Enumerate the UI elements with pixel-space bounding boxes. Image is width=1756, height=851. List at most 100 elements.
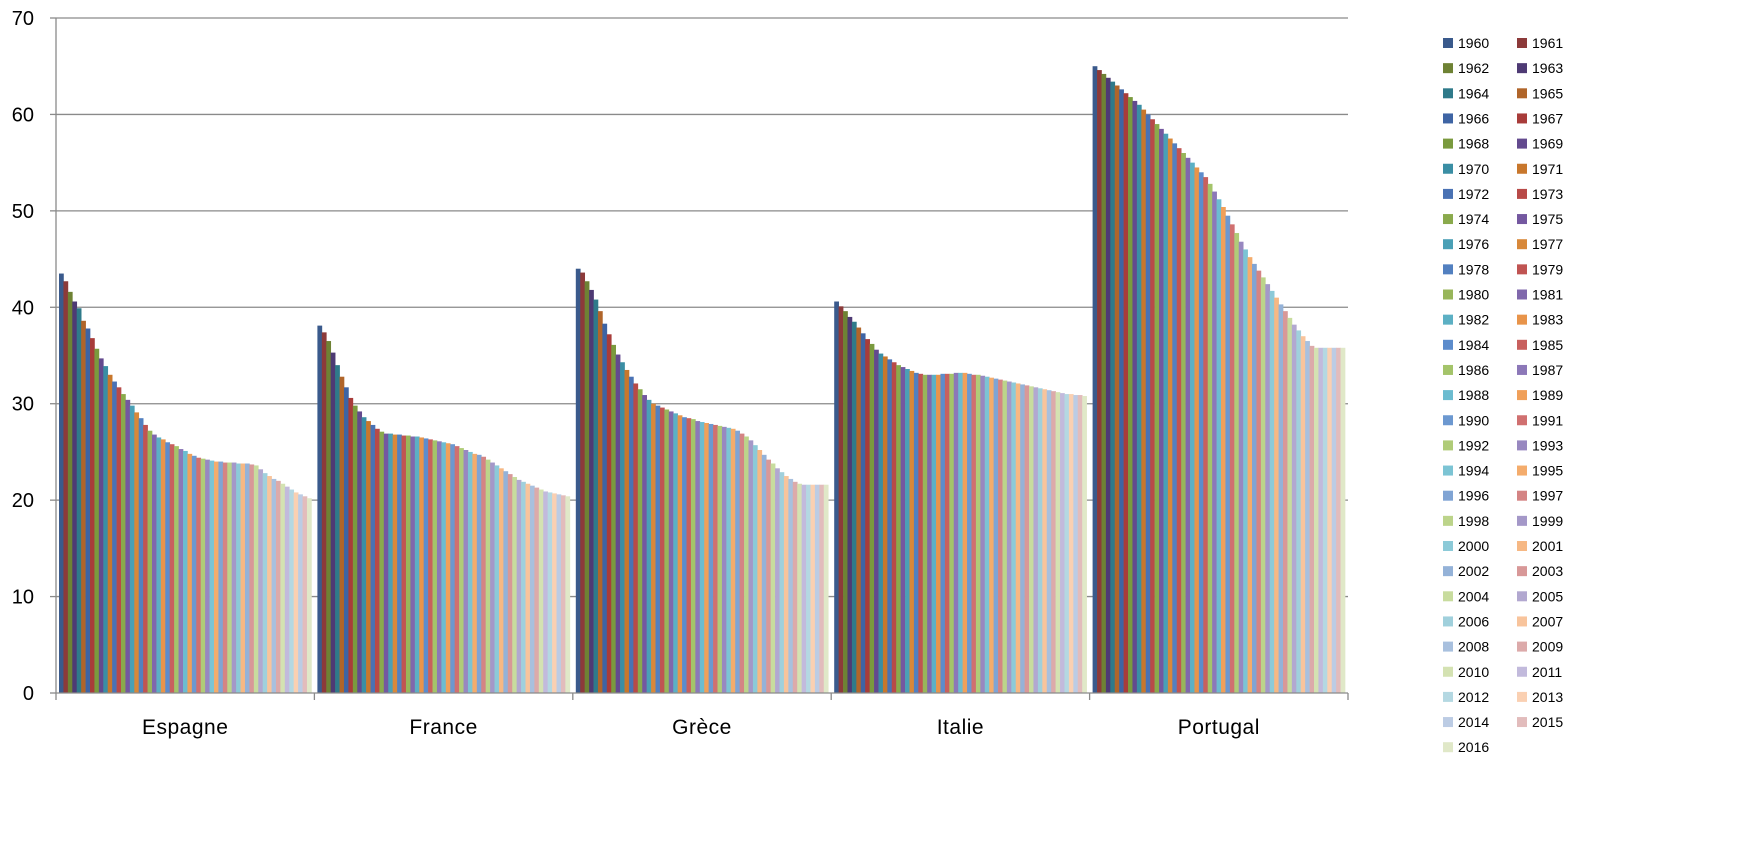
- bar-Espagne-1990: [191, 455, 197, 693]
- legend: 1960 1961 1962 1963 1964 1965 1966 1967 1968 1969…: [1443, 35, 1563, 755]
- legend-swatch: [1443, 314, 1453, 325]
- bar-France-1971: [366, 421, 371, 693]
- bar-Grèce-1984: [682, 417, 687, 693]
- bar-Grèce-2000: [752, 445, 758, 693]
- legend-item: 1982: [1443, 312, 1489, 328]
- legend-swatch: [1443, 742, 1453, 753]
- bar-Grèce-1978: [655, 405, 661, 693]
- category-label: Grèce: [672, 716, 732, 739]
- bar-Italie-2014: [1073, 395, 1079, 693]
- bar-Espagne-1962: [67, 291, 73, 693]
- bar-Portugal-2006: [1296, 330, 1302, 693]
- bar-Italie-1994: [984, 376, 990, 693]
- legend-label: 1964: [1458, 85, 1489, 101]
- bar-France-1988: [441, 442, 447, 693]
- legend-swatch: [1517, 415, 1527, 426]
- bar-France-1973: [374, 428, 380, 693]
- legend-item: 1973: [1517, 186, 1563, 202]
- bar-Portugal-1964: [1110, 81, 1116, 693]
- bar-Grèce-1993: [721, 426, 727, 693]
- bar-Grèce-1965: [597, 311, 603, 693]
- legend-swatch: [1517, 63, 1527, 74]
- bar-Grèce-1963: [589, 289, 594, 693]
- legend-swatch: [1517, 641, 1527, 652]
- bar-France-1987: [436, 441, 442, 693]
- legend-label: 1990: [1458, 412, 1489, 428]
- legend-swatch: [1443, 591, 1453, 602]
- legend-item: 2006: [1443, 613, 1489, 629]
- bar-Espagne-1980: [147, 430, 153, 693]
- bar-Portugal-1985: [1203, 177, 1209, 694]
- legend-swatch: [1517, 264, 1527, 275]
- legend-item: 1975: [1517, 211, 1563, 227]
- bar-France-1965: [339, 376, 345, 693]
- bar-Espagne-1988: [182, 450, 188, 693]
- legend-item: 2014: [1443, 714, 1489, 730]
- legend-swatch: [1517, 163, 1527, 174]
- legend-item: 2008: [1443, 639, 1489, 655]
- legend-swatch: [1443, 188, 1453, 199]
- legend-label: 2005: [1532, 588, 1563, 604]
- bar-Italie-2001: [1015, 383, 1021, 693]
- bar-Portugal-1984: [1198, 172, 1204, 694]
- bar-Grèce-1986: [690, 419, 696, 693]
- legend-label: 1965: [1532, 85, 1563, 101]
- legend-label: 2011: [1532, 664, 1562, 680]
- bar-France-1970: [361, 417, 367, 693]
- bar-Portugal-1992: [1234, 233, 1240, 694]
- legend-item: 2003: [1517, 563, 1563, 579]
- legend-label: 2014: [1458, 714, 1489, 730]
- legend-item: 1969: [1517, 136, 1563, 152]
- bar-Portugal-2015: [1336, 347, 1341, 693]
- bar-Espagne-1994: [209, 460, 215, 693]
- legend-item: 1968: [1443, 136, 1489, 152]
- bar-Espagne-2016: [306, 498, 312, 693]
- bar-Portugal-1971: [1141, 109, 1147, 694]
- bar-France-1998: [485, 459, 491, 693]
- bar-Espagne-2009: [275, 480, 281, 693]
- bar-France-2012: [547, 492, 553, 693]
- bar-Espagne-1999: [231, 462, 237, 693]
- bar-Espagne-1976: [129, 405, 135, 693]
- bar-Italie-1966: [860, 333, 866, 693]
- bar-Grèce-1991: [713, 424, 718, 693]
- bar-Grèce-1969: [615, 354, 621, 693]
- bar-France-2004: [512, 477, 518, 693]
- bar-France-1989: [445, 443, 451, 693]
- y-tick-label: 0: [23, 683, 34, 705]
- y-tick-label: 60: [12, 104, 34, 126]
- legend-item: 2001: [1517, 538, 1563, 554]
- y-axis-tick-labels: 0 10 20 30 40 50 60 70: [12, 8, 34, 705]
- legend-item: 1971: [1517, 161, 1563, 177]
- legend-swatch: [1443, 63, 1453, 74]
- legend-swatch: [1517, 390, 1527, 401]
- bar-France-1990: [450, 444, 456, 693]
- legend-item: 1990: [1443, 412, 1489, 428]
- legend-swatch: [1443, 415, 1453, 426]
- legend-item: 1986: [1443, 362, 1489, 378]
- legend-swatch: [1443, 113, 1453, 124]
- bar-Grèce-1989: [704, 423, 709, 693]
- bar-Espagne-1966: [85, 328, 91, 693]
- legend-item: 1981: [1517, 287, 1563, 303]
- legend-swatch: [1443, 289, 1453, 300]
- bar-Italie-1989: [962, 372, 968, 693]
- legend-item: 1977: [1517, 236, 1563, 252]
- legend-label: 1960: [1458, 35, 1489, 51]
- bar-Espagne-1967: [90, 338, 95, 693]
- bar-France-1995: [472, 453, 478, 693]
- legend-label: 1986: [1458, 362, 1489, 378]
- legend-label: 2009: [1532, 639, 1563, 655]
- bar-Grèce-1994: [726, 427, 732, 693]
- bar-Grèce-2008: [788, 478, 794, 693]
- bar-Espagne-1977: [134, 412, 140, 693]
- bar-Portugal-1961: [1097, 70, 1102, 693]
- bar-France-1992: [459, 448, 464, 693]
- legend-label: 1963: [1532, 60, 1563, 76]
- legend-swatch: [1443, 616, 1453, 627]
- legend-item: 1985: [1517, 337, 1563, 353]
- legend-swatch: [1443, 38, 1453, 48]
- legend-swatch: [1517, 364, 1527, 375]
- bar-Grèce-2009: [792, 481, 798, 693]
- legend-label: 1966: [1458, 110, 1489, 126]
